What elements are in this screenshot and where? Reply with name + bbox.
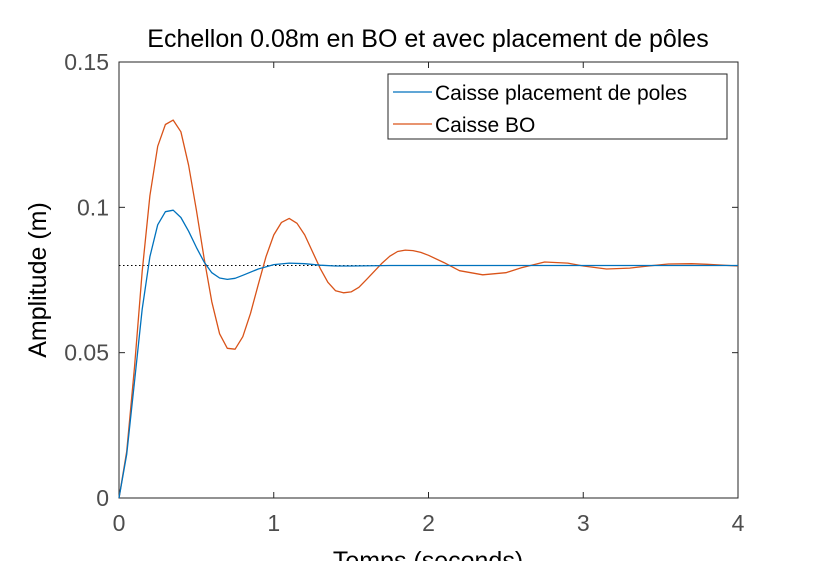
y-axis-label: Amplitude (m) (24, 202, 52, 358)
x-axis-label: Temps (seconds) (333, 547, 523, 561)
series-line-bo (118, 119, 739, 499)
legend-box (387, 73, 728, 140)
x-tick-label: 1 (267, 510, 280, 536)
legend: Caisse placement de poles Caisse BO (387, 73, 728, 140)
legend-label-bo: Caisse BO (435, 114, 535, 137)
y-tick-label: 0 (96, 485, 109, 511)
x-tick-label: 4 (732, 510, 745, 536)
legend-label-placement: Caisse placement de poles (435, 82, 687, 105)
series-line-placement (118, 209, 738, 499)
x-tick-label: 2 (422, 510, 435, 536)
chart-title: Echellon 0.08m en BO et avec placement d… (147, 25, 708, 53)
y-tick-label: 0.15 (64, 49, 109, 75)
y-tick-label: 0.1 (77, 194, 109, 220)
x-tick-label: 3 (577, 510, 590, 536)
x-tick-label: 0 (113, 510, 126, 536)
y-tick-label: 0.05 (64, 340, 109, 366)
plot-area: 0 1 2 3 4 0 0.05 0.1 0.15 (64, 49, 744, 536)
